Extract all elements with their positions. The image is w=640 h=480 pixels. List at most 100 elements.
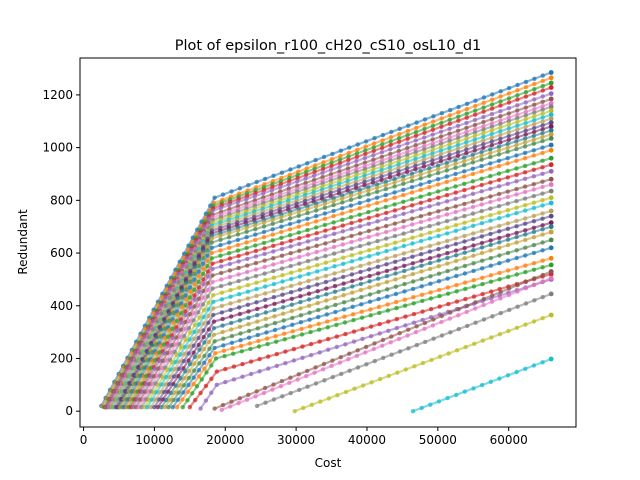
data-point [331, 244, 337, 250]
data-point [532, 87, 537, 92]
data-point [168, 390, 174, 396]
data-point [445, 291, 451, 296]
data-point [218, 242, 223, 248]
data-point [349, 239, 354, 245]
data-point [357, 231, 363, 236]
data-point [321, 361, 327, 367]
data-point [514, 230, 519, 236]
data-point [337, 169, 342, 174]
data-point [187, 301, 193, 306]
data-point [422, 122, 427, 127]
data-point [447, 117, 452, 123]
data-point [227, 281, 233, 286]
data-point [427, 223, 432, 229]
data-point [342, 314, 347, 319]
data-point [245, 296, 251, 301]
data-point [170, 326, 175, 332]
data-point [175, 303, 180, 308]
data-point [531, 250, 537, 256]
data-point [436, 258, 441, 263]
data-point [489, 335, 494, 340]
data-point [505, 242, 511, 248]
data-point [371, 167, 376, 172]
data-point [371, 145, 376, 150]
data-point [332, 295, 338, 301]
data-point [201, 224, 207, 229]
data-point [307, 317, 312, 322]
data-point [163, 319, 168, 324]
data-point [288, 257, 293, 262]
data-point [262, 385, 268, 391]
data-point [263, 310, 268, 315]
data-point [488, 255, 493, 261]
data-point [404, 166, 410, 171]
data-point [436, 214, 441, 220]
data-point [430, 147, 435, 153]
data-point [421, 164, 427, 169]
data-point [396, 162, 401, 167]
data-point [445, 261, 450, 266]
data-point [176, 390, 181, 395]
data-point [445, 244, 450, 249]
data-point [245, 276, 250, 281]
data-point [496, 177, 502, 183]
data-point [505, 208, 511, 213]
data-point [206, 307, 211, 312]
data-point [540, 138, 545, 144]
data-point [531, 141, 536, 146]
data-point [548, 176, 554, 182]
data-point [354, 353, 360, 358]
data-point [462, 256, 467, 261]
data-point [515, 93, 520, 98]
data-point [179, 295, 185, 300]
data-point [436, 221, 441, 226]
data-point [263, 278, 268, 283]
data-point [427, 266, 433, 272]
data-point [384, 216, 389, 221]
data-point [514, 172, 519, 178]
data-point [540, 179, 545, 184]
data-point [299, 332, 305, 337]
data-point [149, 397, 155, 402]
data-point [340, 217, 345, 222]
data-point [253, 243, 258, 248]
data-point [197, 361, 202, 366]
data-point [366, 188, 371, 193]
data-point [227, 235, 232, 240]
y-tick-label: 200 [50, 351, 73, 365]
data-point [422, 126, 427, 132]
data-point [150, 381, 155, 386]
data-point [209, 363, 214, 368]
data-point [515, 115, 520, 121]
data-point [412, 364, 417, 369]
data-point [444, 212, 450, 217]
data-point [413, 160, 418, 165]
data-point [246, 183, 251, 188]
data-point [413, 167, 418, 172]
data-point [279, 246, 285, 252]
data-point [453, 184, 458, 189]
data-point [489, 111, 495, 117]
data-point [531, 133, 536, 139]
data-point [235, 232, 241, 237]
data-point [548, 91, 554, 96]
data-point [229, 327, 234, 332]
data-point [411, 295, 416, 300]
data-point [283, 361, 288, 366]
data-point [471, 294, 477, 299]
data-point [540, 240, 545, 245]
data-point [548, 255, 554, 261]
data-point [419, 276, 424, 282]
data-point [488, 218, 493, 223]
data-point [329, 160, 334, 165]
data-point [263, 400, 268, 405]
data-point [548, 195, 554, 201]
data-point [236, 400, 241, 406]
data-point [523, 105, 528, 110]
data-point [354, 158, 359, 164]
data-point [174, 352, 179, 358]
data-point [332, 283, 338, 289]
data-point [531, 200, 537, 205]
data-point [376, 271, 381, 276]
data-point [447, 135, 452, 140]
